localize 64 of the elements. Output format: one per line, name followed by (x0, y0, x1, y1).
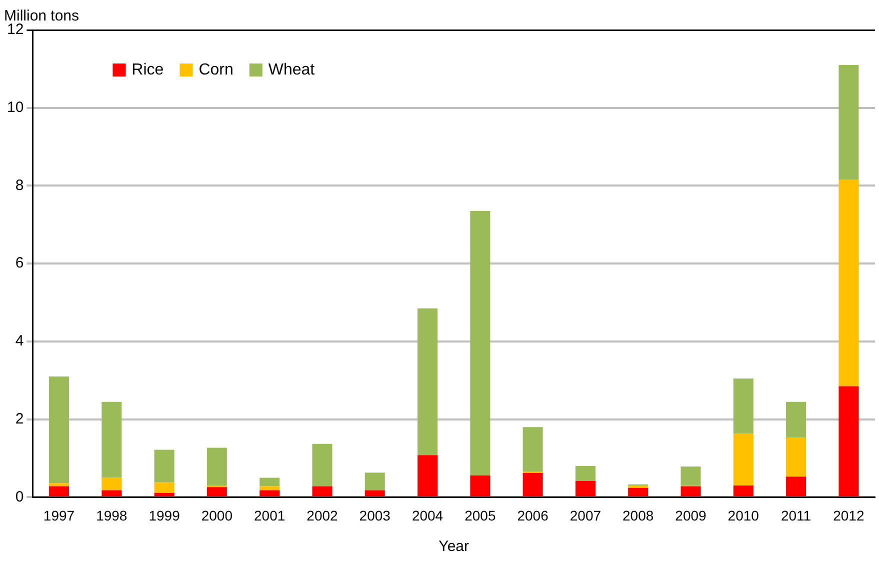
bar (260, 486, 280, 490)
x-tick-label: 2011 (780, 507, 812, 524)
x-tick-label: 1997 (43, 507, 75, 524)
x-tick-label: 2004 (412, 507, 444, 524)
legend-label: Corn (198, 61, 234, 78)
bar (522, 427, 543, 472)
bar (260, 490, 280, 496)
bar (312, 444, 332, 486)
bar (680, 466, 701, 486)
legend-label: Wheat (268, 61, 316, 78)
bar (575, 480, 596, 496)
x-tick-label: 2003 (359, 507, 391, 524)
legend-label: Rice (132, 61, 164, 78)
y-tick-label: 8 (15, 176, 24, 194)
x-tick-label: 2006 (517, 507, 549, 524)
bar (786, 476, 806, 496)
bar (154, 482, 174, 493)
x-tick-label: 2012 (833, 507, 864, 524)
bar (838, 386, 859, 496)
bar (49, 486, 70, 496)
x-tick-label: 1998 (96, 507, 128, 524)
bar (786, 402, 806, 438)
x-tick-label: 2005 (464, 507, 496, 524)
bar (680, 486, 701, 496)
x-tick-label: 2007 (570, 507, 602, 524)
bar (260, 478, 280, 486)
bar (102, 478, 122, 490)
bar (206, 487, 227, 496)
bar (206, 448, 227, 486)
y-tick-label: 0 (15, 488, 24, 506)
y-tick-label: 6 (15, 254, 24, 272)
bar (364, 472, 385, 490)
x-tick-label: 1999 (148, 507, 180, 524)
bar (418, 455, 438, 496)
x-tick-label: 2001 (254, 507, 286, 524)
bar (522, 473, 543, 496)
x-tick-label: 2002 (306, 507, 338, 524)
bar (49, 376, 70, 484)
bar (49, 483, 70, 486)
bar (470, 475, 490, 496)
bar (838, 180, 859, 386)
bar (733, 486, 754, 496)
y-tick-label: 4 (15, 332, 24, 350)
bar (628, 488, 648, 496)
bar (102, 402, 122, 478)
bar (786, 438, 806, 477)
x-tick-label: 2008 (622, 507, 654, 524)
bar (312, 486, 332, 496)
bar (418, 308, 438, 456)
x-tick-label: 2009 (675, 507, 707, 524)
x-tick-label: 2010 (728, 507, 760, 524)
bar (154, 492, 174, 496)
bar (733, 378, 754, 434)
bar (154, 450, 174, 482)
y-tick-label: 10 (6, 99, 24, 116)
bar (733, 434, 754, 486)
bar (364, 490, 385, 496)
x-axis-title: Year (438, 538, 469, 556)
bar (102, 490, 122, 496)
y-tick-label: 2 (15, 410, 24, 428)
x-tick-label: 2000 (201, 507, 233, 524)
bar (470, 211, 490, 476)
bar (575, 466, 596, 481)
bar (838, 65, 859, 180)
